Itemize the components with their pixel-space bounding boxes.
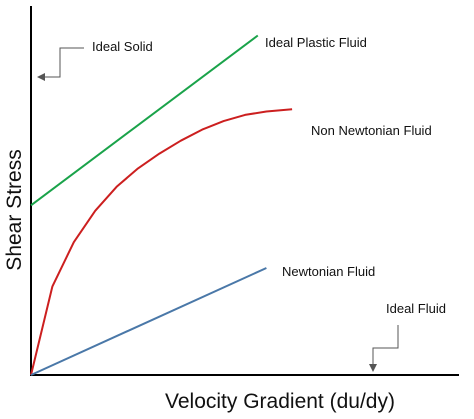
label-ideal-fluid: Ideal Fluid (386, 301, 446, 316)
ideal-fluid-arrow (372, 325, 399, 366)
series-line-newtonian-fluid (30, 267, 267, 376)
label-ideal-plastic-fluid: Ideal Plastic Fluid (265, 35, 367, 50)
label-non-newtonian-fluid: Non Newtonian Fluid (311, 123, 432, 138)
label-ideal-solid: Ideal Solid (92, 39, 153, 54)
series-line-non-newtonian-fluid (30, 108, 293, 376)
ideal-fluid-arrowhead (369, 364, 377, 372)
series-line-ideal-plastic-fluid (30, 34, 259, 207)
ideal-solid-arrow (42, 47, 84, 78)
y-axis-title: Shear Stress (3, 149, 26, 270)
x-axis-title: Velocity Gradient (du/dy) (165, 390, 395, 413)
ideal-solid-arrowhead (37, 73, 45, 81)
label-newtonian-fluid: Newtonian Fluid (282, 264, 375, 279)
